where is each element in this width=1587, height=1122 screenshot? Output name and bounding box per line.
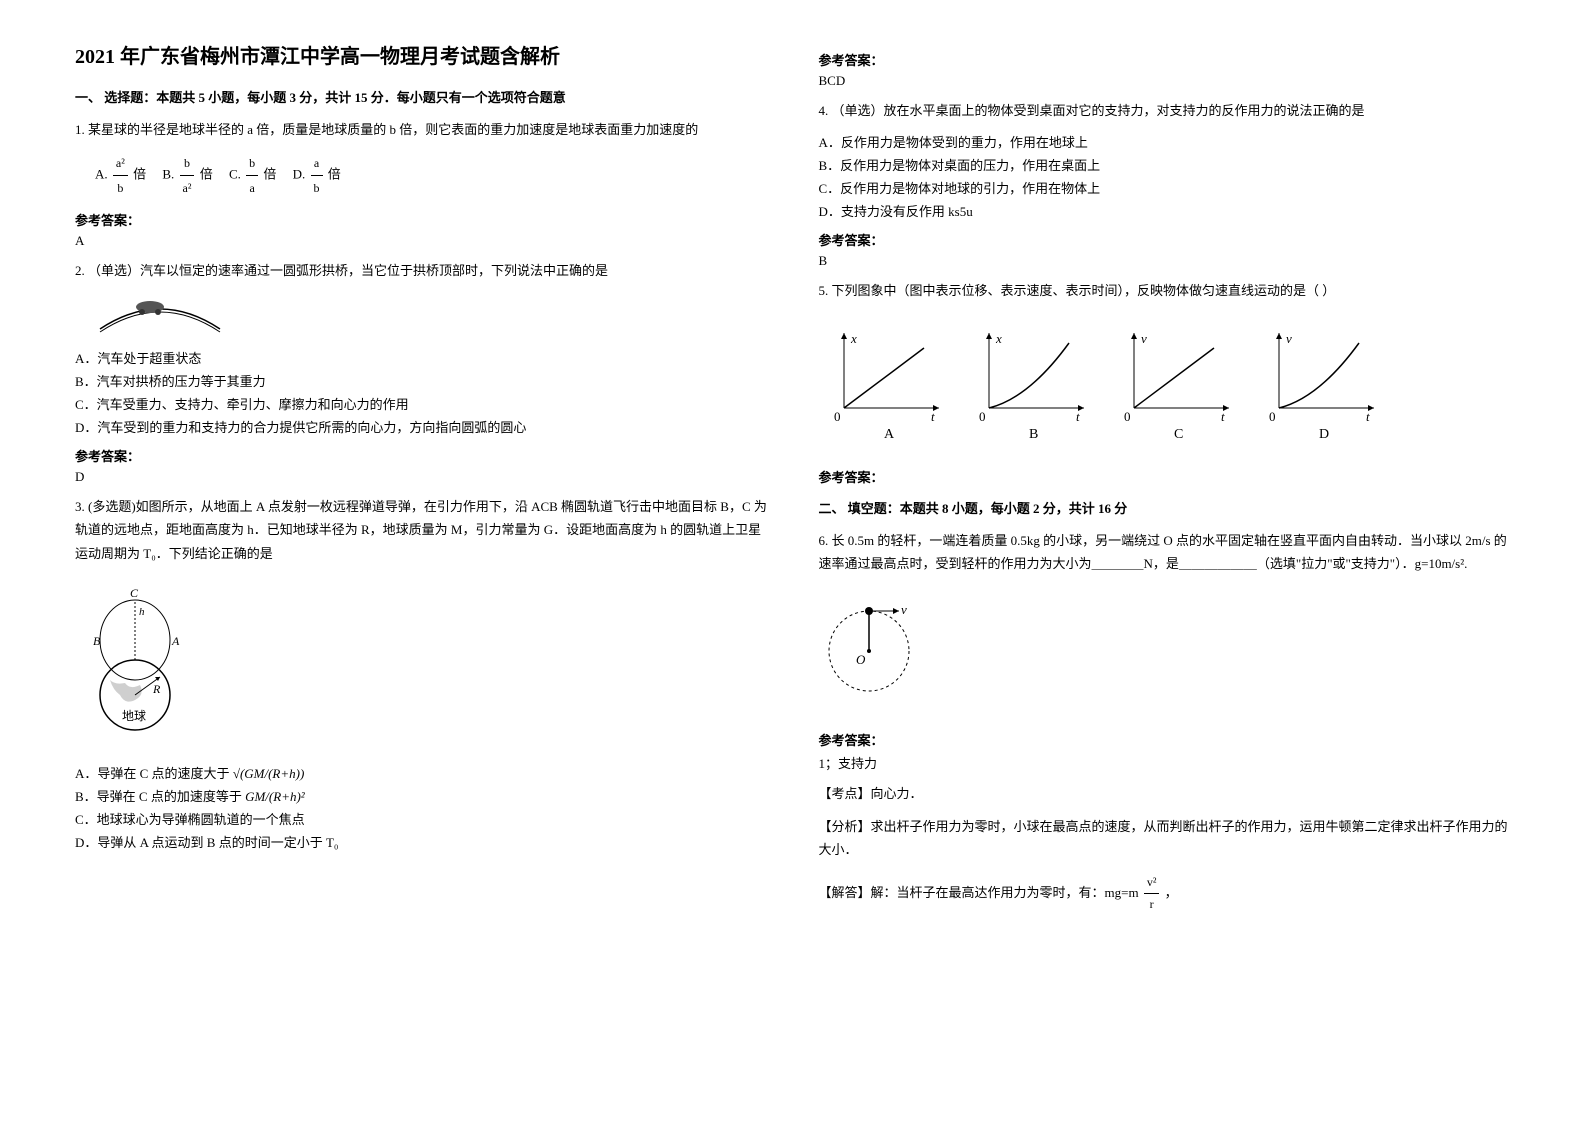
svg-text:B: B — [1029, 427, 1038, 442]
svg-text:0: 0 — [1269, 409, 1276, 424]
q3-optA: A．导弹在 C 点的速度大于 √(GM/(R+h)) — [75, 763, 769, 782]
q5-text: 5. 下列图象中（图中表示位移、表示速度、表示时间），反映物体做匀速直线运动的是… — [819, 279, 1513, 302]
q4-answer: B — [819, 253, 1513, 269]
q2-text: 2. （单选）汽车以恒定的速率通过一圆弧形拱桥，当它位于拱桥顶部时，下列说法中正… — [75, 259, 769, 282]
svg-text:C: C — [1174, 427, 1183, 442]
q5-answer-label: 参考答案： — [819, 467, 1513, 486]
point-h: h — [139, 606, 145, 618]
svg-text:t: t — [1366, 409, 1370, 424]
q1-optB-suffix: 倍 — [200, 167, 213, 182]
q1-optC-label: C. — [229, 167, 244, 182]
q1-optA-suffix: 倍 — [133, 167, 146, 182]
q2-answer-label: 参考答案： — [75, 446, 769, 465]
q4-optB: B．反作用力是物体对桌面的压力，作用在桌面上 — [819, 155, 1513, 174]
section1-header: 一、 选择题：本题共 5 小题，每小题 3 分，共计 15 分．每小题只有一个选… — [75, 87, 769, 106]
svg-text:0: 0 — [979, 409, 986, 424]
point-B: B — [93, 634, 101, 648]
q2-optC: C．汽车受重力、支持力、牵引力、摩擦力和向心力的作用 — [75, 394, 769, 413]
q1-answer: A — [75, 233, 769, 249]
svg-text:t: t — [931, 409, 935, 424]
bridge-diagram — [95, 299, 225, 334]
page-title: 2021 年广东省梅州市潭江中学高一物理月考试题含解析 — [75, 40, 769, 69]
q1-fracA: a²b — [113, 151, 128, 200]
q1-text: 1. 某星球的半径是地球半径的 a 倍，质量是地球质量的 b 倍，则它表面的重力… — [75, 118, 769, 141]
q1-fracB: ba² — [180, 151, 195, 200]
q3-text: 3. (多选题)如图所示，从地面上 A 点发射一枚远程弹道导弹，在引力作用下，沿… — [75, 495, 769, 565]
earth-label: 地球 — [122, 709, 146, 723]
right-column: 参考答案： BCD 4. （单选）放在水平桌面上的物体受到桌面对它的支持力，对支… — [794, 40, 1538, 1082]
svg-text:v: v — [1141, 331, 1147, 346]
q1-optB-label: B. — [162, 167, 177, 182]
q4-optA: A．反作用力是物体受到的重力，作用在地球上 — [819, 132, 1513, 151]
q3-answer-label: 参考答案： — [819, 50, 1513, 69]
q6-analysis-point: 【考点】向心力． — [819, 782, 1513, 805]
q3-optD: D．导弹从 A 点运动到 B 点的时间一定小于 T₀ — [75, 832, 769, 851]
svg-text:0: 0 — [1124, 409, 1131, 424]
q1-optA-label: A. — [95, 167, 111, 182]
q2-optB: B．汽车对拱桥的压力等于其重力 — [75, 371, 769, 390]
q6-text: 6. 长 0.5m 的轻杆，一端连着质量 0.5kg 的小球，另一端绕过 O 点… — [819, 529, 1513, 576]
q1-answer-label: 参考答案： — [75, 210, 769, 229]
point-R: R — [152, 682, 161, 696]
q2-optA: A．汽车处于超重状态 — [75, 348, 769, 367]
svg-text:v: v — [901, 602, 907, 617]
svg-text:O: O — [856, 652, 866, 667]
q5-graphs: x t 0 A x t 0 B v t 0 C — [819, 323, 1419, 443]
earth-orbit-diagram: 地球 C h B A R — [75, 585, 205, 745]
q1-optD-suffix: 倍 — [328, 167, 341, 182]
q6-answer-line1: 1；支持力 — [819, 753, 1513, 772]
q6-answer-label: 参考答案： — [819, 730, 1513, 749]
q2-optD: D．汽车受到的重力和支持力的合力提供它所需的向心力，方向指向圆弧的圆心 — [75, 417, 769, 436]
svg-text:A: A — [884, 427, 895, 442]
q4-optD: D．支持力没有反作用 ks5u — [819, 201, 1513, 220]
svg-text:0: 0 — [834, 409, 841, 424]
q4-text: 4. （单选）放在水平桌面上的物体受到桌面对它的支持力，对支持力的反作用力的说法… — [819, 99, 1513, 122]
svg-text:x: x — [850, 331, 857, 346]
q1-optD-label: D. — [293, 167, 309, 182]
q1-fracD: ab — [311, 151, 323, 200]
q2-answer: D — [75, 469, 769, 485]
q4-optC: C．反作用力是物体对地球的引力，作用在物体上 — [819, 178, 1513, 197]
point-C: C — [130, 586, 139, 600]
q3-optB: B．导弹在 C 点的加速度等于 GM/(R+h)² — [75, 786, 769, 805]
svg-text:v: v — [1286, 331, 1292, 346]
svg-text:x: x — [995, 331, 1002, 346]
q3-answer: BCD — [819, 73, 1513, 89]
q1-optC-suffix: 倍 — [263, 167, 276, 182]
q6-solution: 【解答】解：当杆子在最高达作用力为零时，有：mg=m v²r ， — [819, 872, 1513, 916]
q6-circle-diagram: v O — [819, 596, 929, 706]
svg-text:t: t — [1221, 409, 1225, 424]
point-A: A — [171, 634, 180, 648]
section2-header: 二、 填空题：本题共 8 小题，每小题 2 分，共计 16 分 — [819, 498, 1513, 517]
q1-options: A. a²b 倍 B. ba² 倍 C. ba 倍 D. ab 倍 — [95, 151, 769, 200]
q1-fracC: ba — [246, 151, 258, 200]
svg-text:t: t — [1076, 409, 1080, 424]
q3-optC: C．地球球心为导弹椭圆轨道的一个焦点 — [75, 809, 769, 828]
q6-analysis-text: 【分析】求出杆子作用力为零时，小球在最高点的速度，从而判断出杆子的作用力，运用牛… — [819, 815, 1513, 862]
left-column: 2021 年广东省梅州市潭江中学高一物理月考试题含解析 一、 选择题：本题共 5… — [50, 40, 794, 1082]
q4-answer-label: 参考答案： — [819, 230, 1513, 249]
svg-text:D: D — [1319, 427, 1329, 442]
q6-frac: v²r — [1144, 872, 1160, 916]
